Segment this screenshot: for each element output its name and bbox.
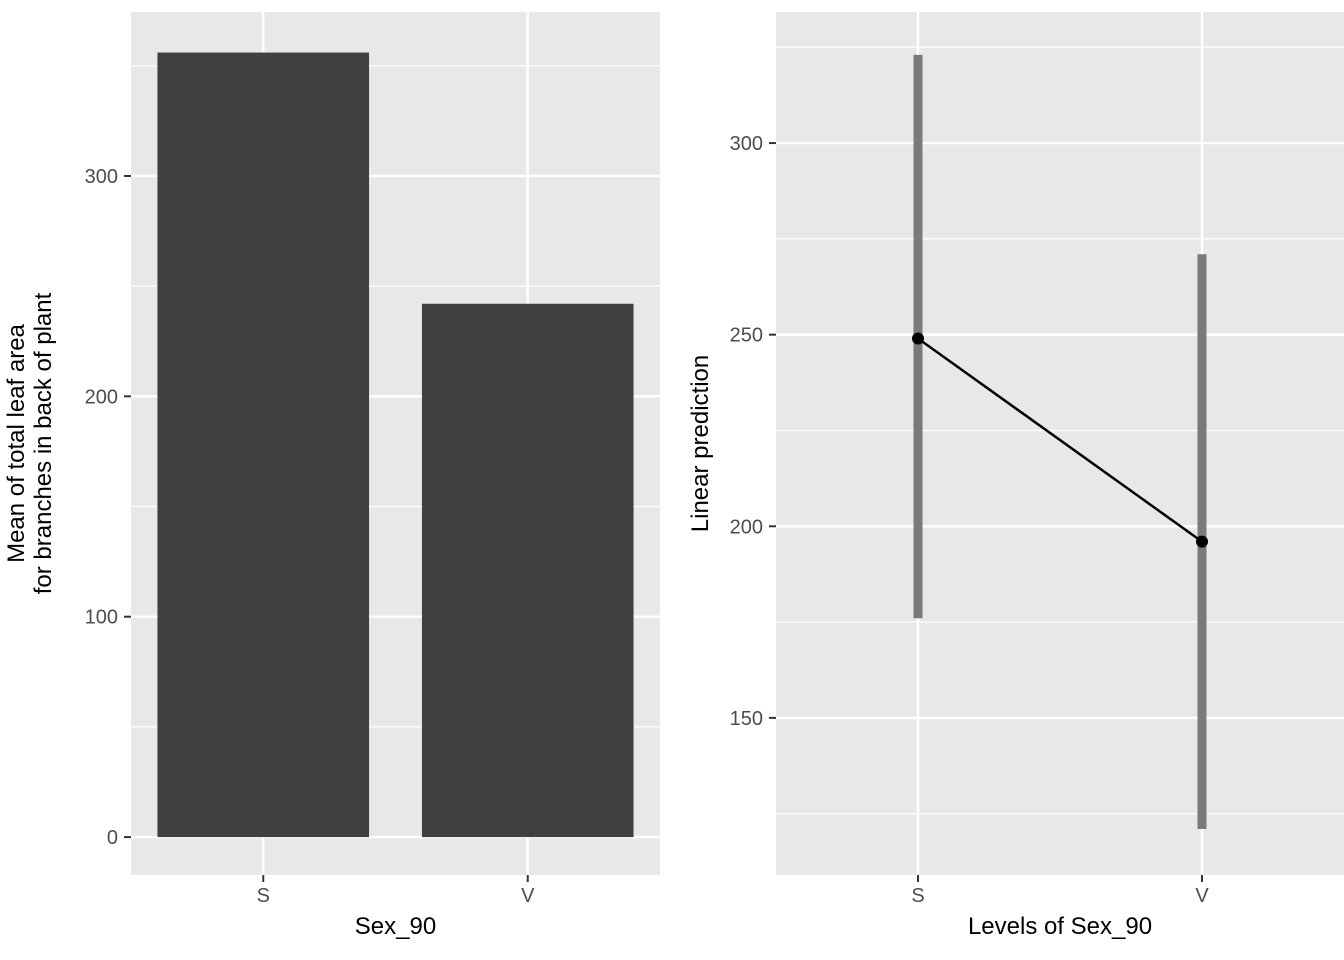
y-tick-label: 300 — [730, 133, 763, 155]
y-tick-label: 0 — [107, 827, 118, 849]
bar-chart-mean-leaf-area: 0 100 200 300 S V Sex_90 Mean of total leaf are… — [3, 12, 660, 940]
ci-chart-linear-prediction: 150 200 250 300 S V Levels of Sex_90 Linear pre… — [687, 12, 1344, 940]
y-axis-title: Linear prediction — [687, 355, 714, 532]
estimate-line — [917, 337, 1203, 543]
x-tick-label: S — [257, 885, 270, 907]
y-tick-label: 300 — [85, 166, 118, 188]
point-V — [1196, 535, 1208, 548]
y-axis-title: Mean of total leaf areafor branches in b… — [3, 292, 57, 594]
x-axis-title: Levels of Sex_90 — [968, 913, 1152, 940]
point-S — [912, 332, 924, 345]
y-tick-label: 200 — [730, 516, 763, 538]
y-tick-label: 250 — [730, 325, 763, 347]
y-tick-label: 200 — [85, 386, 118, 408]
x-axis-title: Sex_90 — [355, 913, 436, 940]
x-tick-label: V — [1195, 885, 1209, 907]
panel-background — [776, 12, 1344, 875]
x-tick-label: V — [521, 885, 535, 907]
x-tick-label: S — [911, 885, 924, 907]
bar-V — [421, 303, 634, 838]
y-tick-label: 100 — [85, 607, 118, 629]
y-tick-label: 150 — [730, 708, 763, 730]
bar-S — [157, 52, 370, 838]
